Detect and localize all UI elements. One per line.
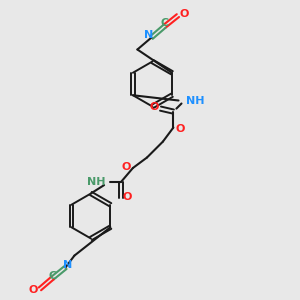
Text: O: O bbox=[123, 192, 132, 203]
Text: O: O bbox=[175, 124, 185, 134]
Text: C: C bbox=[160, 18, 169, 28]
Text: O: O bbox=[180, 9, 189, 19]
Text: O: O bbox=[122, 161, 131, 172]
Text: O: O bbox=[149, 102, 159, 112]
Text: N: N bbox=[145, 29, 154, 40]
Text: NH: NH bbox=[87, 177, 106, 187]
Text: N: N bbox=[63, 260, 72, 270]
Text: C: C bbox=[48, 271, 57, 281]
Text: NH: NH bbox=[186, 95, 205, 106]
Text: O: O bbox=[28, 285, 38, 296]
